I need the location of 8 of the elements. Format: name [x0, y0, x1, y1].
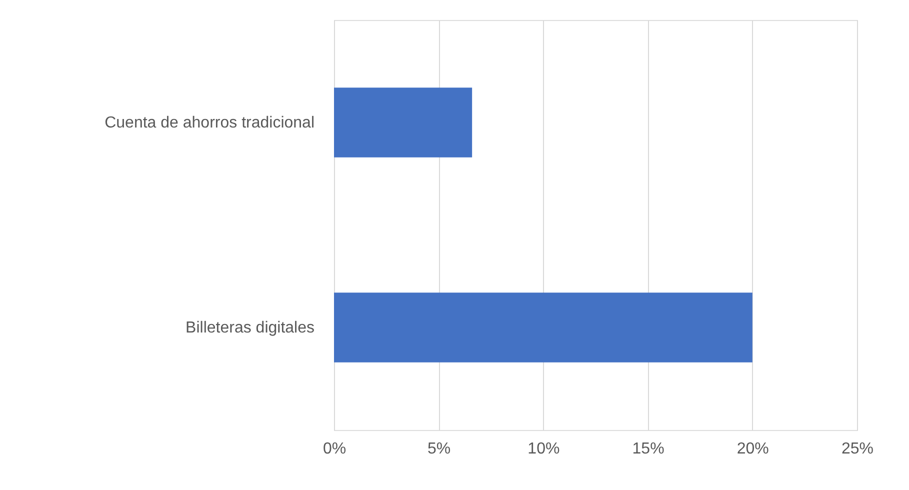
y-tick-label: Cuenta de ahorros tradicional [104, 114, 314, 132]
y-tick-label: Billeteras digitales [186, 320, 314, 336]
x-tick-label: 0% [322, 440, 346, 458]
x-tick-label: 15% [632, 440, 664, 458]
x-tick-label: 25% [841, 440, 874, 458]
x-tick-label: 10% [528, 440, 560, 458]
x-tick-label: 20% [736, 440, 769, 458]
x-tick-label: 5% [428, 440, 451, 458]
